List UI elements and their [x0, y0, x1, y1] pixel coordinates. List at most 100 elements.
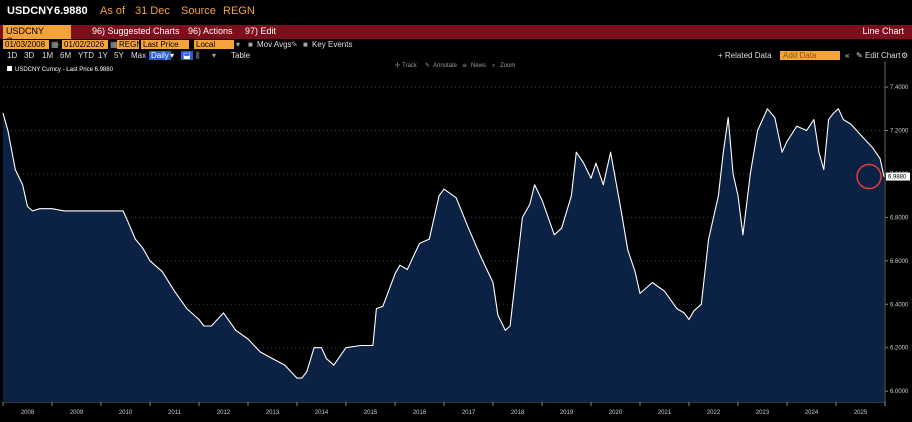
- range-6m[interactable]: 6M: [60, 51, 72, 60]
- highlight-circle: [856, 163, 882, 190]
- data-point: [375, 308, 377, 310]
- more-options-icon[interactable]: ▾: [212, 51, 217, 60]
- legend-label: USDCNY Curncy - Last Price 6.9880: [15, 67, 114, 73]
- zoom-icon[interactable]: ⌕: [492, 62, 495, 69]
- suggested-charts-menu[interactable]: 96) Suggested Charts: [92, 26, 180, 36]
- range-ytd[interactable]: YTD: [78, 51, 94, 60]
- data-point: [517, 260, 518, 262]
- data-point: [186, 308, 188, 310]
- range-1d[interactable]: 1D: [7, 51, 18, 60]
- data-point: [480, 256, 482, 257]
- data-point: [7, 130, 9, 131]
- data-point: [112, 210, 114, 212]
- data-point: [732, 173, 734, 175]
- field-select[interactable]: Last Price: [141, 40, 189, 49]
- chevron-down-icon[interactable]: ▾: [170, 51, 175, 60]
- data-point: [749, 173, 751, 175]
- data-point: [235, 329, 237, 331]
- key-events-toggle[interactable]: Key Events: [312, 40, 353, 49]
- x-tick-label: 2009: [70, 410, 84, 416]
- as-of-date: 31 Dec: [135, 5, 170, 17]
- zoom-button[interactable]: Zoom: [500, 63, 515, 69]
- data-point: [757, 130, 758, 131]
- edit-menu[interactable]: 97) Edit: [245, 26, 277, 36]
- frequency-select[interactable]: Daily: [149, 51, 171, 60]
- data-point: [693, 310, 695, 312]
- data-point-marks: [2, 108, 885, 379]
- bar-chart-icon[interactable]: ⫼: [196, 51, 200, 60]
- data-point: [727, 117, 729, 118]
- data-point: [382, 306, 384, 307]
- data-point: [198, 319, 200, 320]
- data-point: [610, 151, 611, 153]
- data-point: [223, 312, 224, 314]
- related-data-button[interactable]: + Related Data: [718, 51, 772, 60]
- currency-select[interactable]: Local CCY: [194, 40, 234, 58]
- table-button[interactable]: Table: [231, 51, 251, 60]
- data-point: [651, 282, 653, 283]
- range-5y[interactable]: 5Y: [114, 51, 124, 60]
- data-point: [541, 199, 543, 201]
- actions-menu[interactable]: 96) Actions: [188, 26, 233, 36]
- data-point: [683, 312, 685, 314]
- menu-bar: USDCNY Curncy 96) Suggested Charts 96) A…: [0, 25, 912, 46]
- y-tick-label: 6.2000: [890, 346, 909, 352]
- legend-swatch: [7, 66, 12, 71]
- range-1m[interactable]: 1M: [42, 51, 54, 60]
- chart-toolbar: ✢ Track ✎ Annotate ≡ News ⌕ Zoom: [395, 62, 515, 69]
- range-1y[interactable]: 1Y: [98, 51, 108, 60]
- data-point: [718, 195, 719, 197]
- chart-area[interactable]: 6.00006.20006.40006.60006.80007.00007.20…: [0, 61, 912, 422]
- data-point: [575, 151, 577, 153]
- data-point: [100, 210, 102, 212]
- source-field[interactable]: REGN: [117, 40, 143, 49]
- range-max[interactable]: Max: [131, 51, 147, 60]
- data-point: [767, 108, 768, 110]
- x-axis: 2008 2009 2010 2011 2012 2013 2014 2015 2016 2017…: [0, 401, 912, 422]
- collapse-icon[interactable]: «: [845, 51, 850, 60]
- data-point: [46, 208, 48, 210]
- checkbox-icon[interactable]: ■: [303, 40, 308, 49]
- x-axis-band: [0, 402, 912, 422]
- data-point: [823, 169, 825, 170]
- y-tick-label: 6.0000: [890, 389, 909, 395]
- mov-avgs-toggle[interactable]: Mov Avgs: [257, 40, 292, 49]
- price-label: 6.9880: [54, 5, 88, 17]
- add-data-input[interactable]: Add Data: [780, 51, 840, 60]
- data-point: [406, 269, 408, 270]
- annotate-button[interactable]: Annotate: [433, 63, 458, 69]
- data-point: [326, 358, 327, 359]
- end-date-field[interactable]: 01/02/2026: [62, 40, 108, 49]
- data-point: [497, 314, 499, 316]
- range-dash-icon: -: [57, 40, 60, 49]
- edit-chart-button[interactable]: ✎ Edit Chart: [856, 51, 901, 60]
- start-date-field[interactable]: 01/03/2008: [3, 40, 49, 49]
- news-icon[interactable]: ≡: [462, 62, 467, 69]
- news-button[interactable]: News: [471, 63, 486, 69]
- price-area-fill: [3, 108, 884, 403]
- checkbox-icon[interactable]: ■: [248, 40, 253, 49]
- data-point: [372, 345, 374, 346]
- track-icon[interactable]: ✢: [395, 62, 400, 69]
- track-button[interactable]: Track: [402, 63, 418, 69]
- data-point: [492, 282, 494, 283]
- data-point: [742, 234, 744, 236]
- last-price-marker: 6.9880: [856, 163, 910, 190]
- data-point: [345, 347, 347, 349]
- range-3d[interactable]: 3D: [24, 51, 35, 60]
- data-point: [860, 134, 861, 136]
- chevron-down-icon[interactable]: ▾: [236, 40, 241, 49]
- chart-type-icon[interactable]: ⬓: [181, 51, 193, 60]
- security-field[interactable]: USDCNY Curncy: [3, 25, 71, 46]
- pencil-icon[interactable]: ✎: [291, 40, 298, 49]
- gear-icon[interactable]: ⚙: [901, 51, 909, 60]
- data-point: [27, 206, 28, 207]
- data-point: [2, 112, 4, 114]
- calendar-icon[interactable]: ▦: [51, 40, 59, 49]
- annotate-icon[interactable]: ✎: [425, 62, 430, 69]
- data-point: [781, 151, 783, 153]
- data-point: [142, 247, 144, 249]
- data-point: [842, 119, 844, 121]
- calendar-icon[interactable]: ▦: [110, 40, 118, 49]
- data-point: [468, 227, 469, 229]
